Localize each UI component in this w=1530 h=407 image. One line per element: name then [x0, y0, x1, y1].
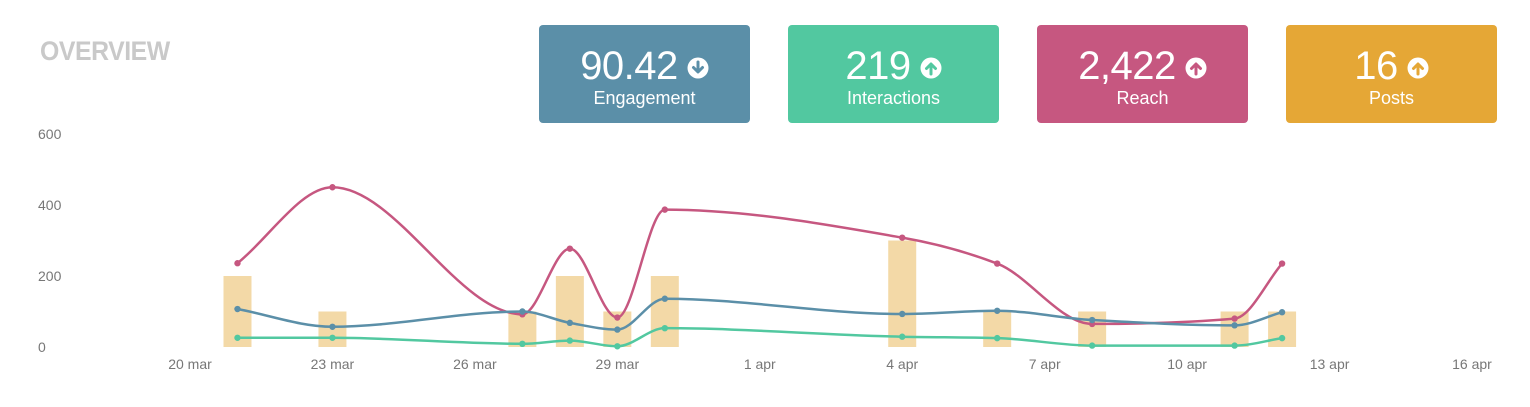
posts-card[interactable]: 16 Posts — [1286, 25, 1497, 123]
series-line[interactable] — [237, 326, 1283, 348]
arrow-up-circle-icon — [1185, 57, 1207, 79]
series-point[interactable] — [234, 305, 241, 313]
series-point[interactable] — [614, 314, 621, 321]
y-tick-label: 0 — [38, 339, 46, 355]
series-point[interactable] — [899, 234, 906, 241]
x-tick-label: 29 mar — [596, 356, 640, 372]
x-tick-label: 26 mar — [453, 356, 497, 372]
series-point[interactable] — [993, 260, 1001, 267]
posts-bar[interactable] — [983, 311, 1012, 348]
series-point[interactable] — [993, 334, 1001, 342]
series-point[interactable] — [329, 323, 336, 330]
arrow-down-circle-icon — [687, 57, 709, 79]
series-point[interactable] — [661, 295, 669, 302]
series-points — [234, 184, 1286, 350]
x-tick-label: 16 apr — [1452, 356, 1492, 372]
series-point[interactable] — [519, 308, 526, 315]
y-tick-label: 600 — [38, 126, 62, 142]
series-point[interactable] — [993, 307, 1001, 314]
interactions-card[interactable]: 219 Interactions — [788, 25, 999, 123]
series-point[interactable] — [1231, 315, 1238, 322]
series-point[interactable] — [661, 206, 669, 213]
engagement-label: Engagement — [593, 88, 696, 108]
series-point[interactable] — [329, 184, 336, 191]
posts-value: 16 — [1354, 43, 1398, 88]
reach-label: Reach — [1116, 88, 1169, 108]
reach-card[interactable]: 2,422 Reach — [1037, 25, 1248, 123]
interactions-value: 219 — [845, 43, 911, 88]
series-point[interactable] — [899, 310, 906, 318]
series-point[interactable] — [614, 326, 621, 333]
series-point[interactable] — [1231, 342, 1238, 349]
interactions-label: Interactions — [846, 88, 941, 108]
series-point[interactable] — [566, 245, 574, 252]
posts-bar[interactable] — [1268, 311, 1297, 348]
series-line[interactable] — [237, 297, 1283, 331]
series-point[interactable] — [1278, 260, 1286, 267]
engagement-value: 90.42 — [580, 43, 678, 88]
series-point[interactable] — [566, 319, 574, 327]
series-point[interactable] — [1231, 322, 1238, 329]
posts-bar[interactable] — [888, 240, 917, 348]
posts-bar[interactable] — [555, 276, 584, 347]
y-axis: 0 200 400 600 — [38, 126, 62, 355]
x-tick-label: 10 apr — [1167, 356, 1207, 372]
page-title: OVERVIEW — [40, 36, 170, 66]
x-tick-label: 4 apr — [886, 356, 918, 372]
arrow-up-circle-icon — [1407, 57, 1429, 79]
series-point[interactable] — [1088, 316, 1096, 324]
series-point[interactable] — [661, 324, 669, 332]
y-tick-label: 200 — [38, 268, 62, 284]
series-point[interactable] — [1278, 309, 1286, 316]
engagement-card[interactable]: 90.42 Engagement — [539, 25, 750, 123]
x-tick-label: 7 apr — [1029, 356, 1061, 372]
series-point[interactable] — [329, 334, 336, 341]
x-tick-label: 1 apr — [744, 356, 776, 372]
x-axis: 20 mar 23 mar 26 mar 29 mar 1 apr 4 apr 7 apr 1… — [168, 356, 1492, 372]
posts-label: Posts — [1368, 88, 1415, 108]
posts-bars — [223, 240, 1297, 348]
series-point[interactable] — [519, 340, 526, 348]
y-tick-label: 400 — [38, 197, 62, 213]
posts-bar[interactable] — [650, 276, 679, 347]
series-lines — [236, 185, 1284, 348]
series-point[interactable] — [566, 337, 574, 344]
x-tick-label: 23 mar — [311, 356, 355, 372]
series-point[interactable] — [899, 333, 906, 340]
series-point[interactable] — [1088, 342, 1096, 349]
series-point[interactable] — [234, 334, 241, 341]
series-point[interactable] — [1278, 334, 1286, 342]
series-point[interactable] — [234, 260, 241, 267]
series-point[interactable] — [614, 343, 621, 350]
arrow-up-circle-icon — [920, 57, 942, 79]
reach-value: 2,422 — [1078, 43, 1176, 88]
x-tick-label: 13 apr — [1310, 356, 1350, 372]
x-tick-label: 20 mar — [168, 356, 212, 372]
